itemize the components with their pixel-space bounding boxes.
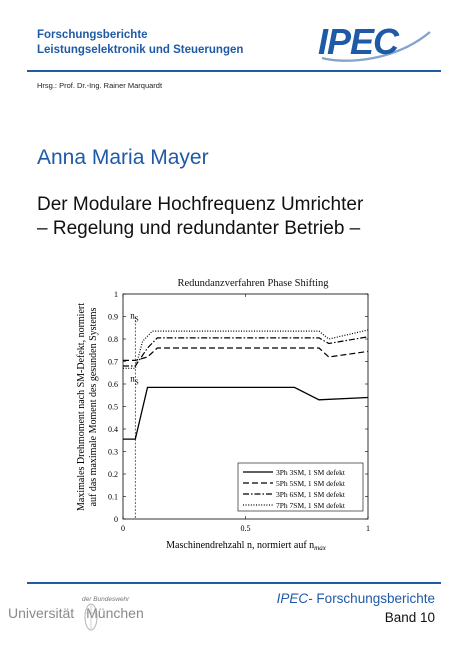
y-tick-label: 0: [114, 515, 118, 524]
legend: 3Ph 3SM, 1 SM defekt 5Ph 5SM, 1 SM defekt…: [237, 462, 364, 512]
book-title-line2: – Regelung und redundanter Betrieb –: [37, 218, 361, 239]
y-tick-label: 0.9: [108, 312, 118, 321]
x-tick-label: 0: [121, 524, 125, 533]
legend-label: 7Ph 7SM, 1 SM defekt: [276, 501, 346, 510]
chart-title: Redundanzverfahren Phase Shifting: [177, 278, 329, 289]
x-axis-label: Maschinendrehzahl n, normiert auf nmax: [166, 540, 327, 552]
y-tick-label: 0.7: [108, 357, 118, 366]
series-title: Forschungsberichte Leistungselektronik u…: [37, 28, 243, 57]
ns-annotation: nS: [130, 311, 139, 324]
x-label-sub: max: [314, 544, 327, 552]
book-title: Der Modulare Hochfrequenz Umrichter – Re…: [37, 193, 363, 241]
x-label-main: Maschinendrehzahl n, normiert auf n: [166, 540, 314, 551]
university-subtitle: der Bundeswehr: [82, 596, 130, 603]
volume-number: Band 10: [384, 610, 435, 625]
top-divider: [27, 70, 441, 72]
cover-figure: Redundanzverfahren Phase Shifting 0 0.1 0.…: [70, 270, 380, 565]
ns-annotation-main: n: [130, 311, 135, 321]
x-axis: 0 0.5 1: [121, 294, 370, 533]
university-logo: der Bundeswehr Universität München: [8, 595, 178, 635]
university-seal-icon: [84, 603, 98, 631]
legend-label: 5Ph 5SM, 1 SM defekt: [276, 479, 346, 488]
ipec-logo: IPEC: [314, 18, 436, 69]
book-title-line1: Der Modulare Hochfrequenz Umrichter: [37, 194, 364, 215]
legend-label: 3Ph 3SM, 1 SM defekt: [276, 468, 346, 477]
y-tick-label: 0.5: [108, 402, 118, 411]
author-name: Anna Maria Mayer: [37, 146, 209, 169]
y-tick-label: 0.4: [108, 425, 118, 434]
y-label-line1: Maximales Drehmoment nach SM-Defekt, nor…: [76, 303, 87, 511]
legend-label: 3Ph 6SM, 1 SM defekt: [276, 490, 346, 499]
ns-annotation-sub: S: [135, 316, 139, 324]
series-line-1: [123, 386, 369, 440]
ns-annotation-main: n: [130, 374, 135, 384]
y-label-line2: auf das maximale Moment des gesunden Sys…: [88, 307, 99, 506]
university-city: München: [86, 605, 144, 621]
series-line-2: [123, 347, 369, 362]
y-tick-label: 0.3: [108, 447, 118, 456]
series-name: IPEC- Forschungsberichte: [277, 591, 435, 606]
y-tick-label: 0.6: [108, 380, 118, 389]
y-axis-label: Maximales Drehmoment nach SM-Defekt, nor…: [76, 303, 99, 511]
editor-line: Hrsg.: Prof. Dr.-Ing. Rainer Marquardt: [37, 81, 163, 90]
phase-shifting-chart: Redundanzverfahren Phase Shifting 0 0.1 0.…: [76, 278, 370, 552]
series-line-4: [123, 329, 369, 369]
ns-annotation-sub: S: [135, 379, 139, 387]
y-tick-label: 0.8: [108, 335, 118, 344]
legend-box: [237, 462, 364, 512]
y-tick-label: 1: [114, 290, 118, 299]
university-name-row: Universität München: [8, 605, 144, 621]
series-title-line1: Forschungsberichte: [37, 29, 148, 41]
series-name-suffix: - Forschungsberichte: [308, 591, 435, 606]
y-tick-label: 0.1: [108, 492, 118, 501]
x-tick-label: 0.5: [241, 524, 251, 533]
x-tick-label: 1: [366, 524, 370, 533]
university-name: Universität: [8, 605, 75, 621]
y-axis: 0 0.1 0.2 0.3 0.4 0.5 0.6 0.7 0.8 0.9 1: [108, 290, 368, 524]
series-line-3: [123, 336, 369, 367]
bottom-divider: [27, 582, 441, 584]
series-title-line2: Leistungselektronik und Steuerungen: [37, 43, 244, 56]
ns-annotation: nS: [130, 374, 139, 387]
ipec-logo-text: IPEC: [318, 21, 400, 62]
series-lines: [123, 329, 369, 440]
y-tick-label: 0.2: [108, 470, 118, 479]
series-name-prefix: IPEC: [276, 591, 309, 606]
